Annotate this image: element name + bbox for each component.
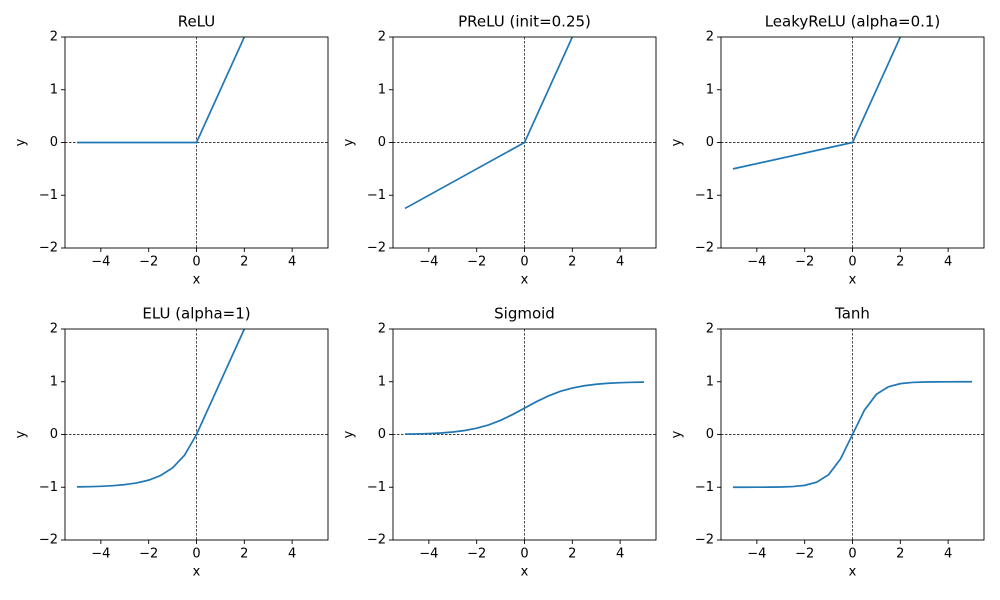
x-axis-label: x	[193, 273, 201, 288]
y-axis-label: y	[342, 138, 357, 146]
x-tick-label: 4	[944, 255, 952, 270]
y-tick-label: 0	[378, 427, 386, 442]
line	[732, 37, 902, 170]
y-tick-label: 0	[706, 427, 714, 442]
subplot: −4 −2 0 2 4 −2 −1 0 1 2 PReLU (init=0.25) x y	[342, 13, 657, 288]
subplot: −4 −2 0 2 4 −2 −1 0 1 2 ReLU x y	[14, 13, 329, 288]
x-tick-label: −2	[467, 547, 486, 562]
x-tick-label: −2	[795, 547, 814, 562]
y-tick-label: 2	[706, 30, 714, 45]
x-tick-label: −2	[139, 255, 158, 270]
x-tick-label: 4	[616, 255, 624, 270]
x-axis-label: x	[521, 273, 529, 288]
line	[76, 329, 246, 488]
x-tick-label: 4	[288, 255, 296, 270]
y-tick-label: −1	[367, 480, 386, 495]
y-axis-label: y	[14, 430, 29, 438]
x-axis-label: x	[521, 565, 529, 580]
y-axis-label: y	[670, 430, 685, 438]
x-tick-label: 2	[240, 547, 248, 562]
x-axis-label: x	[849, 565, 857, 580]
y-tick-label: −2	[39, 241, 58, 256]
x-tick-label: 2	[896, 547, 904, 562]
y-tick-label: −2	[39, 533, 58, 548]
x-tick-label: −4	[419, 547, 438, 562]
y-axis-label: y	[670, 138, 685, 146]
x-tick-label: 0	[848, 255, 856, 270]
line	[404, 37, 574, 210]
y-tick-label: −2	[695, 533, 714, 548]
x-tick-label: −4	[747, 255, 766, 270]
x-tick-label: 0	[848, 547, 856, 562]
chart-title: Tanh	[834, 305, 870, 323]
y-tick-label: −1	[367, 188, 386, 203]
chart-title: ReLU	[178, 13, 216, 31]
y-tick-label: 1	[706, 374, 714, 389]
y-tick-label: 2	[378, 322, 386, 337]
y-tick-label: 0	[378, 135, 386, 150]
y-tick-label: −2	[367, 533, 386, 548]
x-tick-label: −4	[419, 255, 438, 270]
x-tick-label: 4	[616, 547, 624, 562]
x-axis-label: x	[193, 565, 201, 580]
y-tick-label: 2	[50, 30, 58, 45]
y-tick-label: −1	[39, 188, 58, 203]
line	[404, 381, 645, 435]
y-tick-label: 0	[50, 427, 58, 442]
x-axis-label: x	[849, 273, 857, 288]
x-tick-label: −4	[91, 547, 110, 562]
chart-title: ELU (alpha=1)	[142, 305, 250, 323]
x-tick-label: 4	[288, 547, 296, 562]
x-tick-label: 0	[520, 255, 528, 270]
y-tick-label: −1	[39, 480, 58, 495]
y-tick-label: −1	[695, 480, 714, 495]
line	[76, 37, 246, 144]
y-tick-label: 2	[378, 30, 386, 45]
chart-title: LeakyReLU (alpha=0.1)	[765, 13, 941, 31]
x-tick-label: −4	[91, 255, 110, 270]
x-tick-label: 0	[192, 255, 200, 270]
x-tick-label: −4	[747, 547, 766, 562]
y-tick-label: −2	[695, 241, 714, 256]
y-tick-label: 1	[378, 82, 386, 97]
y-tick-label: 2	[706, 322, 714, 337]
x-tick-label: −2	[467, 255, 486, 270]
y-axis-label: y	[14, 138, 29, 146]
subplot: −4 −2 0 2 4 −2 −1 0 1 2 ELU (alpha=1) x y	[14, 305, 329, 580]
x-tick-label: 2	[896, 255, 904, 270]
y-tick-label: 0	[50, 135, 58, 150]
subplot: −4 −2 0 2 4 −2 −1 0 1 2 Sigmoid x y	[342, 305, 657, 580]
y-tick-label: 1	[706, 82, 714, 97]
y-tick-label: 1	[378, 374, 386, 389]
x-tick-label: 2	[568, 547, 576, 562]
y-tick-label: −2	[367, 241, 386, 256]
x-tick-label: 2	[568, 255, 576, 270]
y-tick-label: 1	[50, 82, 58, 97]
x-tick-label: 0	[192, 547, 200, 562]
x-tick-label: 4	[944, 547, 952, 562]
y-axis-label: y	[342, 430, 357, 438]
x-tick-label: 0	[520, 547, 528, 562]
x-tick-label: −2	[795, 255, 814, 270]
x-tick-label: 2	[240, 255, 248, 270]
chart-title: PReLU (init=0.25)	[458, 13, 591, 31]
subplot: −4 −2 0 2 4 −2 −1 0 1 2 LeakyReLU (alpha=0.1) x y	[670, 13, 985, 288]
y-tick-label: 1	[50, 374, 58, 389]
chart-title: Sigmoid	[494, 305, 555, 323]
y-tick-label: 0	[706, 135, 714, 150]
x-tick-label: −2	[139, 547, 158, 562]
line	[732, 380, 973, 489]
y-tick-label: 2	[50, 322, 58, 337]
y-tick-label: −1	[695, 188, 714, 203]
subplot: −4 −2 0 2 4 −2 −1 0 1 2 Tanh x y	[670, 305, 985, 580]
